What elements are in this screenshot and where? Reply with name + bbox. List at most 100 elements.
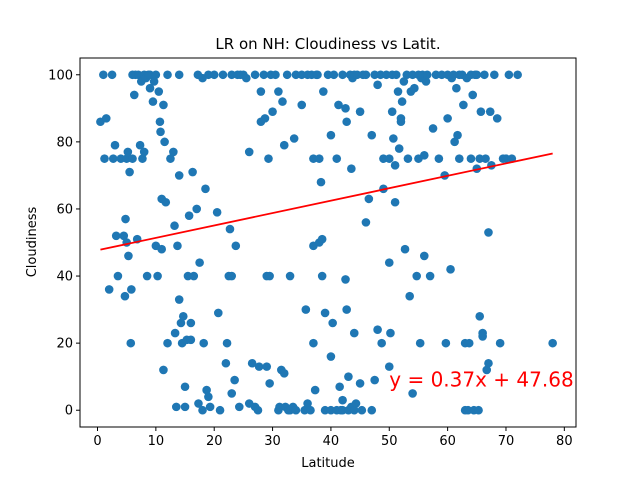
regression-equation: y = 0.37x + 47.68 xyxy=(389,368,573,392)
data-point-1 xyxy=(99,70,108,80)
data-point-287 xyxy=(490,70,499,80)
data-point-92 xyxy=(222,338,232,348)
data-point-197 xyxy=(364,194,374,204)
data-point-54 xyxy=(169,147,178,157)
data-point-99 xyxy=(231,241,241,251)
data-point-6 xyxy=(108,154,118,163)
data-point-12 xyxy=(120,291,130,301)
data-point-217 xyxy=(390,161,400,170)
data-point-288 xyxy=(492,114,502,123)
data-point-196 xyxy=(361,218,371,227)
data-point-61 xyxy=(174,70,184,80)
data-point-292 xyxy=(504,70,514,80)
x-tick-label-80: 80 xyxy=(556,434,573,449)
data-point-277 xyxy=(476,107,486,116)
data-point-210 xyxy=(384,362,394,371)
data-point-55 xyxy=(170,221,179,231)
data-point-261 xyxy=(459,100,468,110)
data-point-112 xyxy=(256,87,266,96)
x-tick-label-30: 30 xyxy=(264,434,281,449)
data-point-11 xyxy=(119,231,129,241)
data-point-62 xyxy=(176,318,186,328)
data-point-3 xyxy=(101,114,111,123)
data-point-132 xyxy=(282,70,292,80)
data-point-191 xyxy=(355,107,365,116)
data-point-227 xyxy=(403,154,413,163)
data-point-280 xyxy=(480,70,489,80)
data-point-188 xyxy=(349,405,359,415)
data-point-115 xyxy=(260,114,270,123)
data-point-284 xyxy=(484,358,493,368)
data-point-49 xyxy=(160,137,169,147)
data-point-178 xyxy=(342,305,351,314)
data-point-48 xyxy=(159,365,168,375)
data-point-244 xyxy=(428,124,438,133)
data-point-77 xyxy=(195,258,204,267)
data-point-252 xyxy=(446,265,455,274)
data-point-29 xyxy=(138,154,147,163)
data-point-233 xyxy=(412,271,422,281)
data-point-269 xyxy=(468,90,478,100)
data-point-249 xyxy=(441,338,451,348)
data-point-281 xyxy=(481,154,490,163)
data-point-219 xyxy=(393,87,403,96)
y-tick-label-20: 20 xyxy=(56,337,73,352)
data-point-71 xyxy=(186,335,196,345)
data-point-167 xyxy=(329,70,339,80)
data-point-41 xyxy=(153,271,162,281)
data-point-72 xyxy=(188,167,197,177)
data-point-66 xyxy=(180,382,190,392)
data-point-60 xyxy=(174,295,184,304)
data-point-266 xyxy=(464,338,474,348)
data-point-157 xyxy=(317,234,327,244)
data-point-97 xyxy=(227,389,237,398)
data-point-18 xyxy=(125,167,134,177)
data-point-43 xyxy=(155,117,165,127)
data-point-59 xyxy=(174,171,184,180)
data-point-90 xyxy=(218,70,228,80)
data-point-85 xyxy=(205,402,215,412)
data-point-240 xyxy=(419,150,429,160)
data-point-165 xyxy=(326,352,336,361)
x-tick-label-10: 10 xyxy=(148,434,165,449)
data-point-5 xyxy=(107,70,117,80)
data-point-223 xyxy=(397,97,407,106)
data-point-78 xyxy=(198,405,207,415)
data-point-20 xyxy=(127,285,136,294)
data-point-23 xyxy=(129,90,139,100)
data-point-130 xyxy=(279,140,289,150)
data-point-108 xyxy=(250,70,260,80)
data-point-58 xyxy=(173,241,182,251)
y-tick-label-100: 100 xyxy=(48,68,73,83)
data-point-50 xyxy=(161,197,171,207)
axes-frame xyxy=(79,57,577,428)
data-point-118 xyxy=(264,154,273,163)
data-point-129 xyxy=(279,369,289,378)
data-point-4 xyxy=(104,285,114,294)
data-point-42 xyxy=(154,87,164,96)
x-axis-label: Latitude xyxy=(301,456,355,471)
data-point-155 xyxy=(314,154,324,163)
data-point-177 xyxy=(341,275,350,284)
data-point-268 xyxy=(466,154,476,163)
data-point-98 xyxy=(230,375,239,385)
data-point-119 xyxy=(265,379,274,388)
data-point-96 xyxy=(227,271,237,281)
x-tick-label-0: 0 xyxy=(93,434,101,449)
data-point-46 xyxy=(157,244,166,254)
data-point-104 xyxy=(242,73,251,83)
data-point-241 xyxy=(421,77,431,86)
y-tick-label-60: 60 xyxy=(56,202,73,217)
data-point-35 xyxy=(145,83,155,93)
data-point-251 xyxy=(443,114,452,123)
data-point-294 xyxy=(513,70,522,80)
data-point-70 xyxy=(186,318,196,328)
data-point-94 xyxy=(225,224,235,234)
x-tick-label-60: 60 xyxy=(439,434,456,449)
data-point-174 xyxy=(338,395,347,405)
data-point-279 xyxy=(478,332,487,341)
data-point-183 xyxy=(347,164,356,173)
data-point-86 xyxy=(209,70,219,80)
y-tick-label-80: 80 xyxy=(56,135,73,150)
data-point-140 xyxy=(297,100,307,110)
